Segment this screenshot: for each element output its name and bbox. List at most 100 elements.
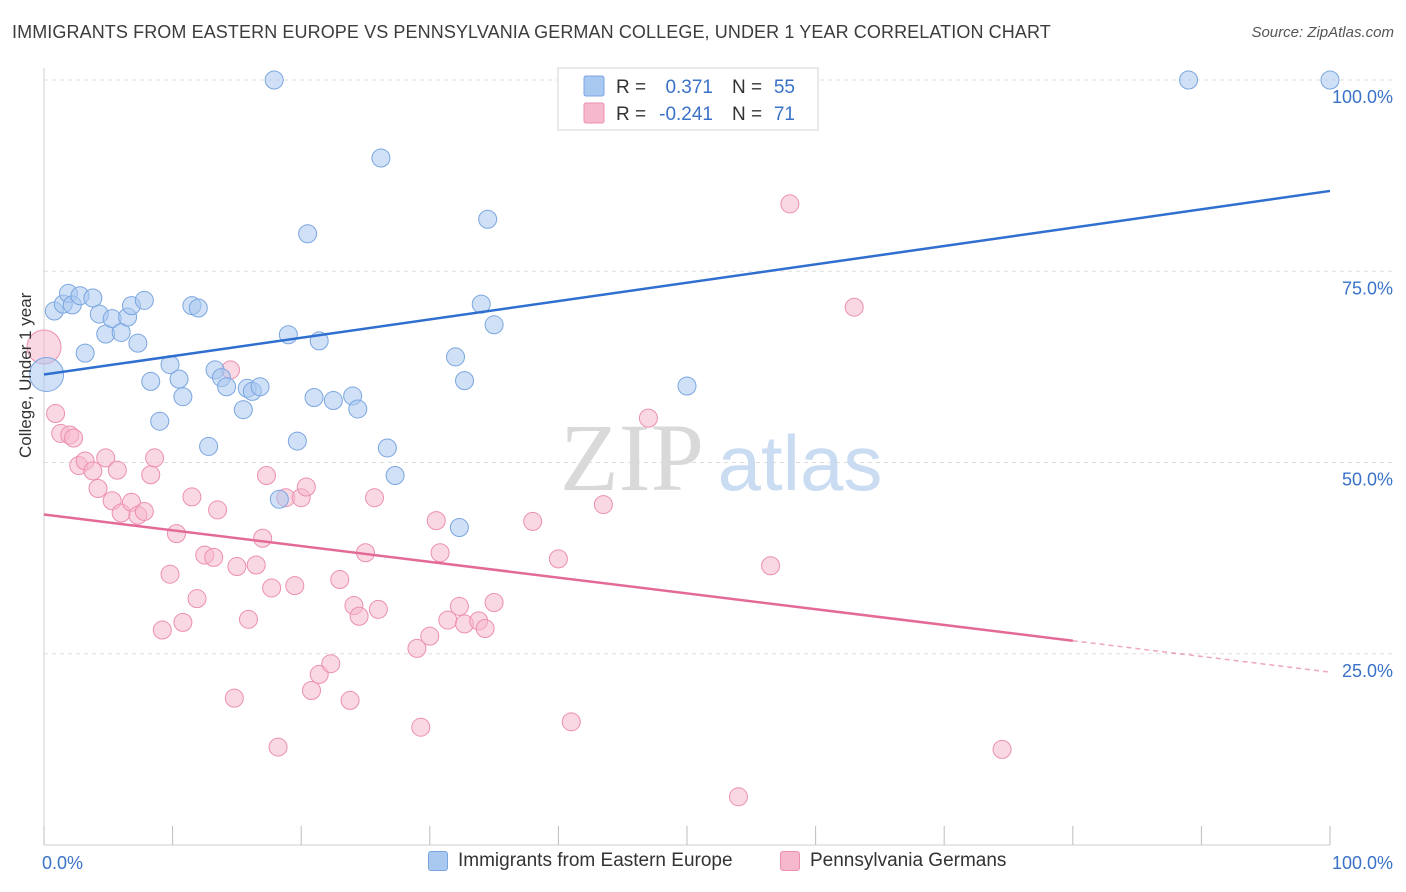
chart-title: IMMIGRANTS FROM EASTERN EUROPE VS PENNSY… <box>12 22 1051 42</box>
bottom-legend-label-pink: Pennsylvania Germans <box>810 850 1007 871</box>
source-label: Source: ZipAtlas.com <box>1251 24 1394 41</box>
bottom-legend-swatch-blue <box>428 851 448 871</box>
blue-point <box>128 333 148 353</box>
pink-point <box>411 717 431 737</box>
pink-point <box>430 543 450 563</box>
pink-point <box>96 448 116 468</box>
bottom-legend-item-blue: Immigrants from Eastern Europe <box>428 850 733 872</box>
bottom-legend-swatch-pink <box>780 851 800 871</box>
blue-point <box>298 224 318 244</box>
blue-point <box>141 371 161 391</box>
blue-point <box>348 399 368 419</box>
pink-point <box>844 297 864 317</box>
trend-line-pink-extension <box>1072 640 1331 673</box>
pink-point <box>145 448 165 468</box>
blue-point <box>371 148 391 168</box>
pink-point <box>365 488 385 508</box>
blue-point <box>269 489 289 509</box>
pink-point <box>296 477 316 497</box>
pink-point <box>64 428 84 448</box>
pink-point <box>83 461 103 481</box>
watermark: ZIP atlas <box>560 404 882 511</box>
blue-point <box>217 377 237 397</box>
pink-point <box>224 688 244 708</box>
pink-point <box>187 589 207 609</box>
blue-point <box>199 436 219 456</box>
pink-point <box>246 555 266 575</box>
blue-point <box>449 518 469 538</box>
y-tick-label: 25.0% <box>1342 661 1393 681</box>
trend-line-blue <box>43 189 1331 376</box>
pink-point <box>780 194 800 214</box>
pink-point <box>475 619 495 639</box>
pink-point <box>992 739 1012 759</box>
bottom-legend: Immigrants from Eastern Europe Pennsylva… <box>0 850 1406 878</box>
pink-point <box>407 638 427 658</box>
blue-point <box>484 315 504 335</box>
blue-point <box>323 391 343 411</box>
pink-point <box>301 680 321 700</box>
blue-point <box>446 347 466 367</box>
trend-lines <box>43 189 1331 673</box>
x-tick-label: 0.0% <box>42 853 83 873</box>
legend-r-value-pink: -0.241 <box>659 104 713 125</box>
pink-point <box>638 408 658 428</box>
legend-r-label-pink: R = <box>616 104 646 125</box>
pink-point <box>523 511 543 531</box>
blue-point <box>385 466 405 486</box>
blue-point <box>75 343 95 363</box>
pink-points <box>26 194 1012 807</box>
y-axis-label: College, Under 1 year <box>16 292 35 458</box>
pink-point <box>134 501 154 521</box>
pink-point <box>256 466 276 486</box>
blue-point <box>169 369 189 389</box>
pink-point <box>349 606 369 626</box>
bottom-legend-label-blue: Immigrants from Eastern Europe <box>458 850 733 871</box>
bottom-legend-item-pink: Pennsylvania Germans <box>780 850 1006 872</box>
blue-point <box>233 400 253 420</box>
legend-n-value-blue: 55 <box>774 77 795 98</box>
pink-point <box>173 612 193 632</box>
pink-point <box>484 592 504 612</box>
trend-line-pink <box>43 513 1073 642</box>
pink-point <box>208 500 228 520</box>
pink-point <box>107 460 127 480</box>
legend-swatch-pink <box>583 102 605 124</box>
pink-point <box>728 787 748 807</box>
pink-point <box>285 576 305 596</box>
legend-n-label-blue: N = <box>732 77 762 98</box>
blue-point <box>1320 70 1340 90</box>
blue-point <box>250 377 270 397</box>
legend-n-value-pink: 71 <box>774 104 795 125</box>
axes <box>43 68 1331 846</box>
legend-r-label-blue: R = <box>616 77 646 98</box>
pink-point <box>152 620 172 640</box>
y-tick-label: 75.0% <box>1342 278 1393 298</box>
pink-point <box>420 626 440 646</box>
blue-point <box>188 298 208 318</box>
blue-point <box>173 387 193 407</box>
pink-point <box>182 487 202 507</box>
pink-point <box>340 690 360 710</box>
y-tick-label: 100.0% <box>1332 87 1393 107</box>
pink-point <box>548 549 568 569</box>
y-tick-label: 50.0% <box>1342 470 1393 490</box>
watermark-zip: ZIP <box>560 404 704 511</box>
blue-point <box>304 387 324 407</box>
pink-point <box>141 465 161 485</box>
pink-point <box>160 564 180 584</box>
legend-r-value-blue: 0.371 <box>665 77 713 98</box>
blue-point <box>287 431 307 451</box>
blue-point <box>455 371 475 391</box>
pink-point <box>593 495 613 515</box>
legend-swatch-blue <box>583 75 605 97</box>
pink-point <box>262 578 282 598</box>
pink-point <box>330 570 350 590</box>
pink-point <box>46 404 66 424</box>
pink-point <box>238 609 258 629</box>
blue-point <box>478 209 498 229</box>
blue-point <box>83 288 103 308</box>
blue-point <box>677 376 697 396</box>
watermark-atlas: atlas <box>718 419 883 507</box>
